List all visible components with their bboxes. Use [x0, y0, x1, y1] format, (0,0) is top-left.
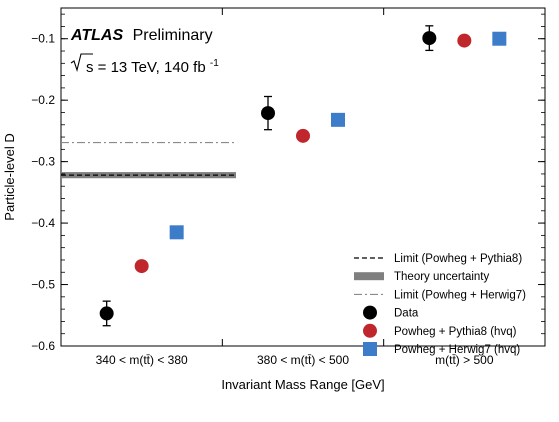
x-tick-label: 340 < m(tt̄) < 380 — [96, 353, 188, 367]
legend-theory-swatch — [354, 272, 384, 281]
point-pythia8 — [457, 33, 472, 48]
point-herwig7 — [492, 31, 507, 46]
y-tick-label: −0.1 — [31, 32, 55, 46]
y-tick-label: −0.6 — [31, 339, 55, 353]
energy-label: s = 13 TeV, 140 fb -1 — [86, 58, 219, 76]
x-axis-label: Invariant Mass Range [GeV] — [221, 377, 384, 392]
legend-label: Data — [394, 308, 419, 320]
y-axis-label: Particle-level D — [2, 133, 17, 220]
x-axis: 340 < m(tt̄) < 380 380 < m(tt̄) < 500 m(tt… — [96, 8, 494, 367]
legend-label: Powheg + Herwig7 (hvq) — [394, 344, 520, 356]
y-tick-label: −0.5 — [31, 278, 55, 292]
data-points — [99, 25, 507, 327]
y-tick-label: −0.3 — [31, 155, 55, 169]
legend-herwig7-marker — [363, 342, 377, 356]
legend-data-marker — [363, 305, 377, 320]
point-data — [261, 106, 275, 121]
limits-layer — [61, 142, 236, 179]
legend-label: Powheg + Pythia8 (hvq) — [394, 326, 517, 338]
atlas-label: ATLAS Preliminary — [70, 27, 213, 44]
point-pythia8 — [296, 128, 310, 143]
y-tick-label: −0.2 — [31, 93, 55, 107]
sqrt-icon — [70, 53, 93, 72]
point-herwig7 — [331, 112, 345, 127]
legend-label: Limit (Powheg + Herwig7) — [394, 289, 526, 301]
theory-band — [61, 172, 236, 179]
y-tick-label: −0.4 — [31, 216, 55, 230]
x-tick-label: 380 < m(tt̄) < 500 — [257, 353, 349, 367]
legend-pythia8-marker — [363, 323, 377, 338]
legend: Limit (Powheg + Pythia8) Theory uncertain… — [354, 253, 526, 356]
x-tick-label: m(tt̄) > 500 — [435, 353, 494, 367]
atlas-status: Preliminary — [133, 27, 213, 44]
point-data — [99, 306, 114, 321]
point-data — [422, 31, 437, 46]
atlas-annotation: ATLAS Preliminary s = 13 TeV, 140 fb -1 — [70, 27, 219, 76]
atlas-experiment: ATLAS — [70, 27, 123, 44]
energy-prefix: s = 13 TeV, 140 fb — [86, 59, 206, 76]
legend-label: Limit (Powheg + Pythia8) — [394, 253, 522, 265]
legend-label: Theory uncertainty — [394, 271, 489, 283]
point-herwig7 — [169, 225, 184, 240]
energy-superscript: -1 — [210, 58, 219, 69]
y-axis: −0.6 −0.5 −0.4 −0.3 −0.2 −0.1 — [31, 13, 545, 353]
point-pythia8 — [134, 259, 149, 274]
